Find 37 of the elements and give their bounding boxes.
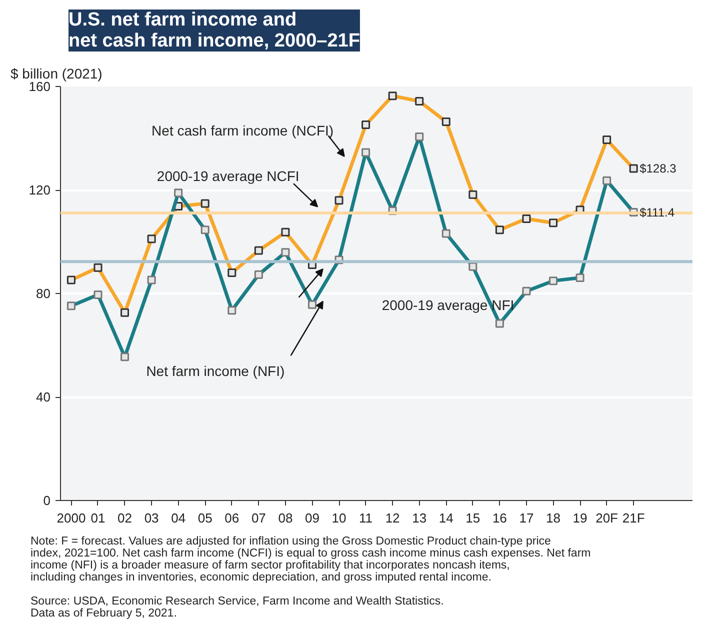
x-tick-label: 06 [224, 510, 240, 526]
y-tick-label: 0 [43, 493, 51, 508]
x-tick-label: 07 [251, 510, 266, 526]
x-tick-label: 09 [305, 510, 320, 526]
data-label: $111.4 [640, 205, 675, 220]
ref-line-label: 2000-19 average NCFI [156, 168, 300, 184]
x-tick-label: 18 [546, 510, 560, 526]
x-tick-label: 17 [519, 510, 534, 526]
source-note: Source: USDA, Economic Research Service, Farm Income and Wealth Statistics. Data as of February 5, 2021. [30, 596, 444, 620]
x-tick-label: 04 [171, 510, 186, 526]
x-tick-label: 02 [118, 510, 132, 526]
x-tick-label: 03 [144, 510, 159, 526]
x-tick-label: 21F [622, 510, 645, 526]
y-tick-label: 160 [28, 79, 51, 94]
x-tick-label: 13 [412, 510, 427, 526]
x-tick-label: 2000 [56, 510, 86, 526]
ref-line-label: 2000-19 average NFI [382, 297, 514, 314]
text: Note: F = forecast. Values are adjusted for inflation using the Gross Domestic Product chain-type price index, 2021=100. Net cash farm income (NCFI) is equal to gross cash income minus cash expenses. Net farm income (NFI) is a broader measure of farm sector profitability that incorporates noncash items, including changes in inventories, economic depreciation, and gross imputed rental income. [30, 536, 591, 584]
y-tick-label: 120 [28, 182, 51, 198]
data-label: $128.3 [640, 162, 677, 176]
x-tick-label: 01 [90, 510, 106, 526]
x-tick-label: 14 [438, 510, 454, 526]
x-tick-label: 15 [466, 510, 480, 526]
series-label: Net cash farm income (NCFI) [152, 122, 334, 138]
chart-title: U.S. net farm income and net cash farm income, 2000–21F [68, 10, 360, 52]
y-tick-label: 40 [36, 390, 51, 404]
x-tick-label: 10 [332, 510, 346, 526]
y-tick-label: 80 [36, 286, 51, 301]
y-axis-title: $ billion (2021) [10, 66, 102, 82]
series-label: Net farm income (NFI) [146, 363, 285, 380]
x-tick-label: 11 [359, 510, 373, 526]
x-tick-label: 20F [596, 510, 618, 526]
x-tick-label: 19 [572, 510, 588, 526]
x-tick-label: 12 [385, 510, 400, 526]
x-tick-label: 08 [278, 510, 293, 526]
x-tick-label: 05 [198, 510, 212, 526]
x-tick-label: 16 [492, 510, 507, 526]
